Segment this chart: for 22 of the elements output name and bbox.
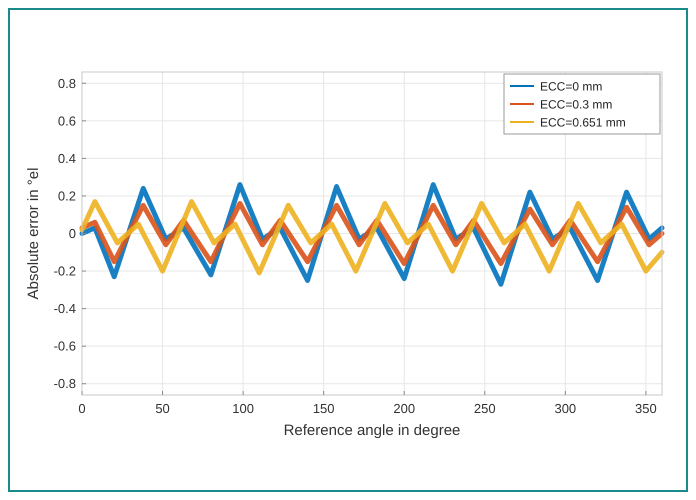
legend-label: ECC=0 mm — [540, 80, 602, 94]
x-tick-label: 350 — [635, 401, 657, 416]
x-tick-label: 100 — [232, 401, 254, 416]
y-tick-label: -0.6 — [54, 338, 76, 354]
y-tick-label: 0.6 — [58, 113, 76, 128]
x-tick-label: 50 — [155, 401, 170, 416]
legend-label: ECC=0.3 mm — [540, 98, 612, 112]
y-tick-label: 0.8 — [58, 76, 76, 91]
y-tick-label: -0.4 — [54, 301, 76, 316]
y-tick-label: -0.2 — [54, 264, 76, 279]
y-tick-label: 0 — [68, 226, 76, 241]
x-tick-label: 250 — [474, 401, 496, 416]
legend-label: ECC=0.651 mm — [540, 116, 626, 130]
x-tick-label: 0 — [78, 401, 86, 416]
x-tick-label: 150 — [312, 401, 335, 416]
y-tick-label: 0.4 — [58, 150, 76, 166]
y-tick-label: 0.2 — [58, 188, 76, 204]
x-tick-label: 300 — [554, 401, 576, 416]
x-axis-title: Reference angle in degree — [284, 422, 460, 439]
x-tick-label: 200 — [393, 401, 416, 416]
y-tick-label: -0.8 — [54, 376, 76, 392]
y-axis-title: Absolute error in °el — [25, 168, 42, 300]
